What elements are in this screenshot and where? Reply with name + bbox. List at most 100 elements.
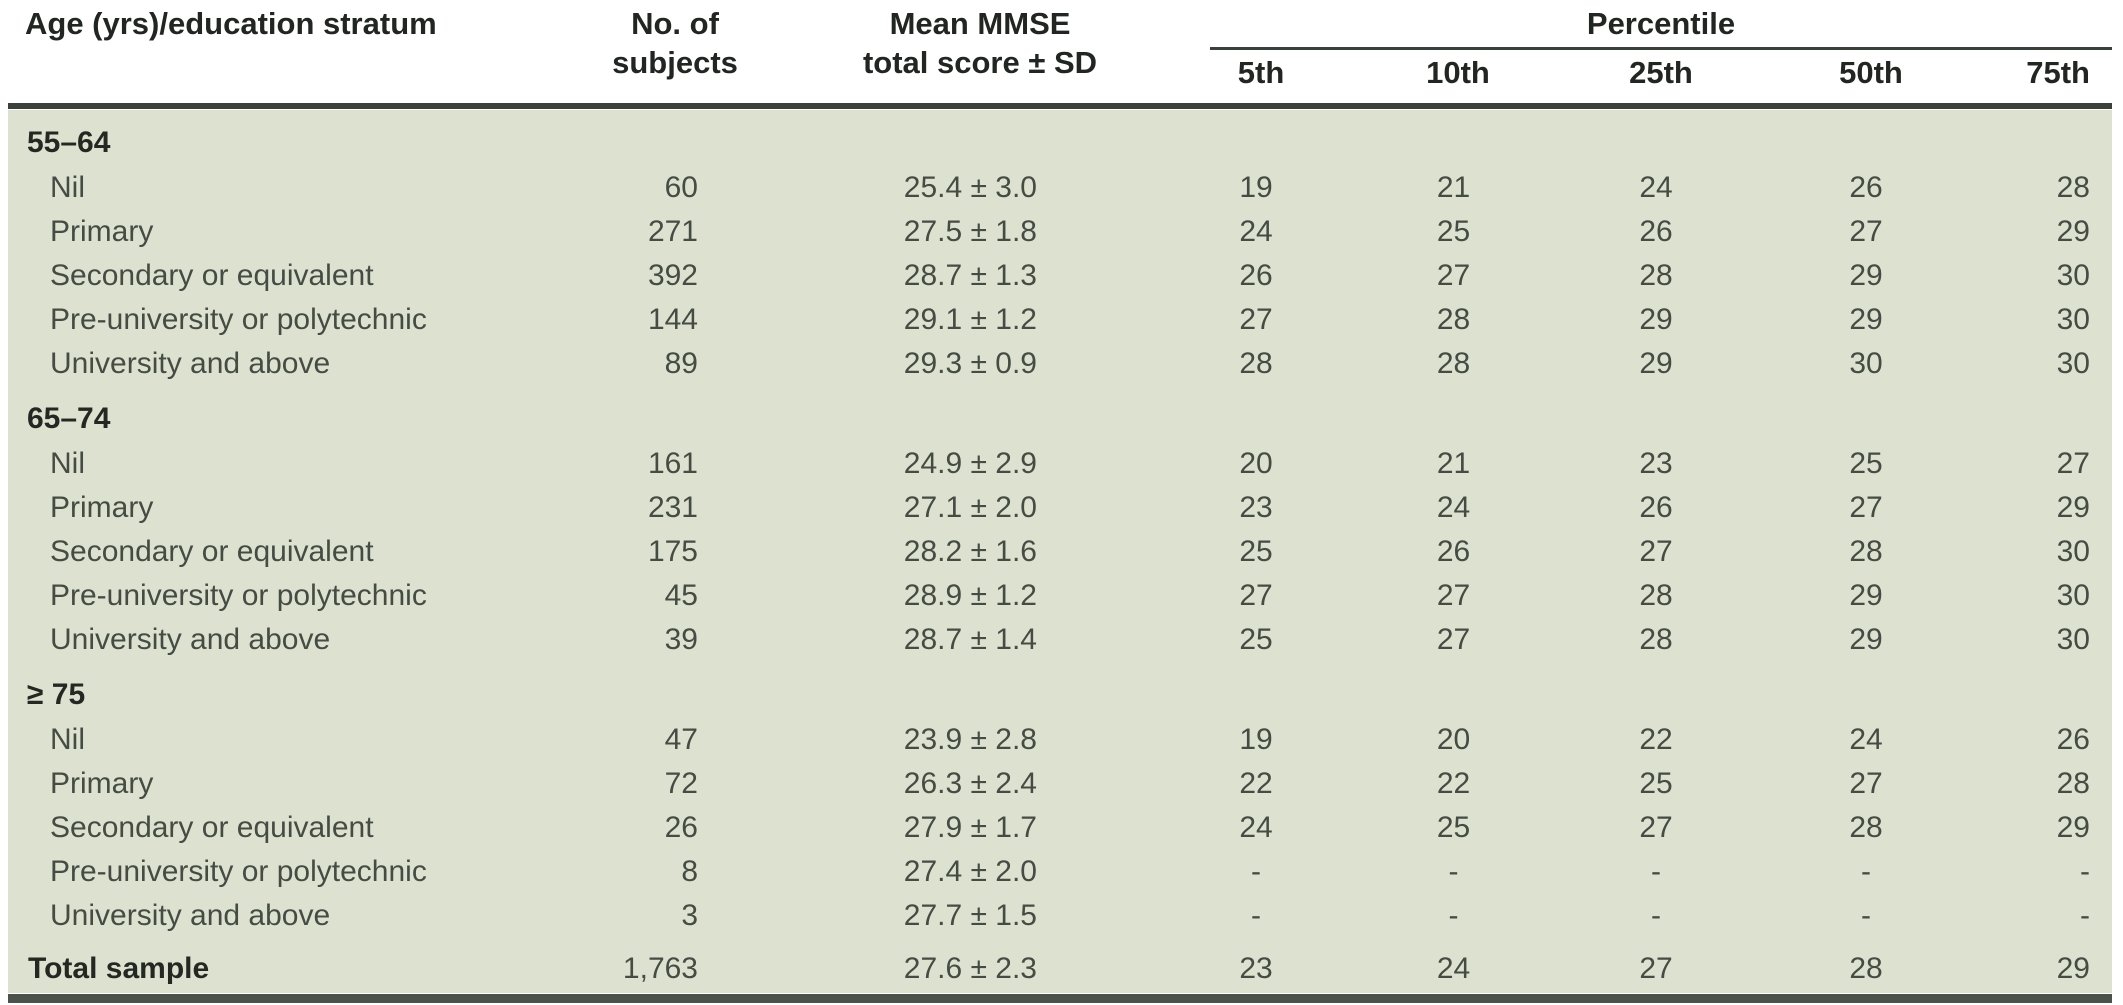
subjects-cell: 161 <box>647 447 698 480</box>
p25-cell: 26 <box>1639 215 1673 248</box>
stratum-cell: Pre-university or polytechnic <box>50 303 427 336</box>
p75-cell: 30 <box>2056 623 2090 656</box>
table-row: Primary 231 27.1 ± 2.0 23 24 26 27 29 <box>8 486 2112 530</box>
subjects-cell: 392 <box>647 259 698 292</box>
stratum-cell: Primary <box>50 767 154 800</box>
stratum-cell: Primary <box>50 491 154 524</box>
bottom-rule <box>8 994 2112 1003</box>
group-header-row-65-74: 65–74 <box>8 386 2112 442</box>
table-row: Secondary or equivalent 175 28.2 ± 1.6 2… <box>8 530 2112 574</box>
p25-cell: 27 <box>1639 951 1673 985</box>
table-row: Secondary or equivalent 392 28.7 ± 1.3 2… <box>8 254 2112 298</box>
column-header-50th: 50th <box>1839 55 1903 90</box>
table-row: University and above 89 29.3 ± 0.9 28 28… <box>8 342 2112 386</box>
mean-cell: 27.5 ± 1.8 <box>903 215 1037 248</box>
p25-cell: 29 <box>1639 303 1673 336</box>
p75-cell: 28 <box>2056 767 2090 800</box>
p50-cell: - <box>1861 899 1871 932</box>
mean-cell: 27.4 ± 2.0 <box>903 855 1037 888</box>
p75-cell: 28 <box>2056 171 2090 204</box>
p75-cell: 30 <box>2056 259 2090 292</box>
column-header-75th: 75th <box>2026 55 2090 90</box>
mean-cell: 27.1 ± 2.0 <box>903 491 1037 524</box>
table-row: Nil 47 23.9 ± 2.8 19 20 22 24 26 <box>8 718 2112 762</box>
group-label: ≥ 75 <box>27 678 86 711</box>
p50-cell: 29 <box>1849 303 1883 336</box>
subjects-cell: 72 <box>664 767 698 800</box>
p5-cell: 19 <box>1239 723 1273 756</box>
p5-cell: 26 <box>1239 259 1273 292</box>
mean-cell: 28.2 ± 1.6 <box>903 535 1037 568</box>
p75-cell: 29 <box>2056 811 2090 844</box>
subjects-cell: 231 <box>647 491 698 524</box>
p5-cell: 20 <box>1239 447 1273 480</box>
p5-cell: 25 <box>1239 623 1273 656</box>
column-header-mean-line2: total score ± SD <box>862 45 1098 80</box>
p25-cell: - <box>1651 855 1661 888</box>
p10-cell: 21 <box>1436 171 1471 204</box>
column-header-5th: 5th <box>1237 55 1285 90</box>
p75-cell: 27 <box>2056 447 2090 480</box>
stratum-cell: University and above <box>50 623 331 656</box>
total-row: Total sample 1,763 27.6 ± 2.3 23 24 27 2… <box>8 938 2112 993</box>
p25-cell: 26 <box>1639 491 1673 524</box>
stratum-cell: Primary <box>50 215 154 248</box>
p75-cell: 26 <box>2056 723 2090 756</box>
mean-cell: 25.4 ± 3.0 <box>903 171 1037 204</box>
p50-cell: 29 <box>1849 579 1883 612</box>
p5-cell: 28 <box>1239 347 1273 380</box>
table-body: 55–64 Nil 60 25.4 ± 3.0 19 21 24 26 28 P… <box>8 110 2112 993</box>
column-header-subjects-line1: No. of <box>631 6 719 41</box>
table-row: Nil 60 25.4 ± 3.0 19 21 24 26 28 <box>8 166 2112 210</box>
column-header-stratum: Age (yrs)/education stratum <box>25 6 437 41</box>
stratum-cell: Nil <box>50 447 85 480</box>
p75-cell: 29 <box>2056 951 2090 985</box>
p75-cell: 30 <box>2056 347 2090 380</box>
p5-cell: 19 <box>1239 171 1273 204</box>
stratum-cell: University and above <box>50 347 331 380</box>
group-header-row-55-64: 55–64 <box>8 110 2112 166</box>
mean-cell: 28.7 ± 1.3 <box>903 259 1037 292</box>
header-separator-rule <box>8 103 2112 109</box>
stratum-cell: Pre-university or polytechnic <box>50 579 427 612</box>
p25-cell: 29 <box>1639 347 1673 380</box>
table-row: Secondary or equivalent 26 27.9 ± 1.7 24… <box>8 806 2112 850</box>
p10-cell: 28 <box>1436 303 1471 336</box>
mean-cell: 29.3 ± 0.9 <box>903 347 1037 380</box>
subjects-cell: 47 <box>664 723 698 756</box>
mean-cell: 24.9 ± 2.9 <box>903 447 1037 480</box>
table-row: University and above 39 28.7 ± 1.4 25 27… <box>8 618 2112 662</box>
column-header-subjects: No. of subjects <box>545 4 805 82</box>
p75-cell: 29 <box>2056 215 2090 248</box>
p10-cell: 24 <box>1436 491 1471 524</box>
mean-cell: 27.9 ± 1.7 <box>903 811 1037 844</box>
p10-cell: 28 <box>1436 347 1471 380</box>
column-header-mean-line1: Mean MMSE <box>889 6 1071 41</box>
p50-cell: 30 <box>1849 347 1883 380</box>
mean-cell: 27.7 ± 1.5 <box>903 899 1037 932</box>
p50-cell: 27 <box>1849 215 1883 248</box>
total-label: Total sample <box>28 951 210 985</box>
p25-cell: 22 <box>1639 723 1673 756</box>
subjects-cell: 1,763 <box>622 951 698 985</box>
table-row: Primary 271 27.5 ± 1.8 24 25 26 27 29 <box>8 210 2112 254</box>
p10-cell: 27 <box>1436 623 1471 656</box>
column-group-header-percentile: Percentile <box>1586 6 1736 41</box>
p50-cell: - <box>1861 855 1871 888</box>
p10-cell: - <box>1448 855 1459 888</box>
stratum-cell: Secondary or equivalent <box>50 535 374 568</box>
p10-cell: 20 <box>1436 723 1471 756</box>
stratum-cell: Nil <box>50 723 85 756</box>
p75-cell: 30 <box>2056 303 2090 336</box>
p10-cell: 27 <box>1436 579 1471 612</box>
mean-cell: 23.9 ± 2.8 <box>903 723 1037 756</box>
stratum-cell: University and above <box>50 899 331 932</box>
mean-cell: 26.3 ± 2.4 <box>903 767 1037 800</box>
p5-cell: 24 <box>1239 811 1273 844</box>
group-header-row-75-plus: ≥ 75 <box>8 662 2112 718</box>
p75-cell: 30 <box>2056 535 2090 568</box>
p5-cell: 25 <box>1239 535 1273 568</box>
p50-cell: 26 <box>1849 171 1883 204</box>
p50-cell: 28 <box>1849 811 1883 844</box>
